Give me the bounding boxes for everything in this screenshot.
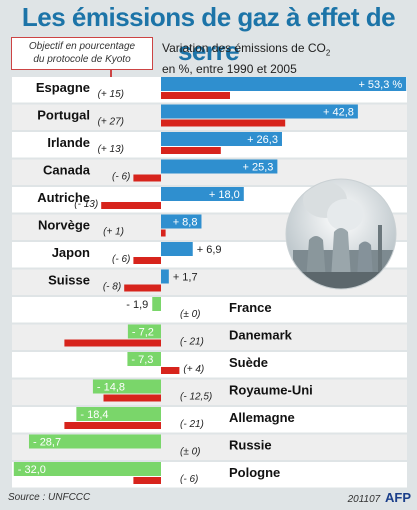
value-label: - 1,9 [126, 299, 148, 311]
objective-legend-line1: Objectif en pourcentage [28, 41, 136, 52]
variation-bar [92, 379, 161, 394]
objective-bar [133, 174, 161, 182]
value-label: + 26,3 [247, 134, 278, 146]
objective-bar [161, 229, 166, 237]
objective-bar [101, 202, 161, 209]
objective-label: (+ 13) [98, 144, 124, 155]
country-label: Suède [229, 355, 268, 370]
country-label: Royaume-Uni [229, 383, 313, 398]
variation-bar [127, 324, 161, 339]
country-label: Pologne [229, 465, 280, 480]
variation-legend-sub: 2 [325, 48, 331, 58]
value-label: + 1,7 [173, 272, 198, 284]
objective-label: (- 21) [180, 337, 204, 348]
objective-label: (+ 1) [103, 227, 124, 238]
value-label: - 7,2 [132, 327, 154, 339]
country-label: Suisse [48, 273, 90, 288]
objective-bar [161, 367, 180, 374]
objective-bar [161, 92, 230, 99]
objective-label: (- 6) [112, 254, 130, 265]
variation-bar [161, 187, 244, 201]
value-label: + 25,3 [242, 162, 273, 174]
variation-bar [127, 352, 161, 366]
country-label: France [229, 300, 272, 315]
objective-label: (± 0) [180, 309, 201, 320]
objective-bar [133, 257, 161, 264]
variation-bar [161, 132, 282, 146]
bars-layer: + 53,3 % Espagne (+ 15) + 42,8 Portugal (+ 27… [13, 77, 407, 485]
variation-legend: Variation des émissions de CO2 en %, ent… [162, 40, 412, 77]
objective-label: (- 6) [112, 172, 130, 183]
variation-bar [161, 77, 407, 91]
value-label: - 32,0 [18, 464, 46, 476]
objective-bar [103, 394, 161, 402]
objective-bar [64, 339, 161, 347]
variation-bar [161, 242, 193, 256]
variation-bar [161, 214, 202, 229]
value-label: + 6,9 [197, 244, 222, 256]
variation-bar [161, 269, 169, 284]
country-label: Russie [229, 438, 272, 453]
country-label: Portugal [37, 108, 90, 123]
country-label: Canada [43, 163, 91, 178]
value-label: + 18,0 [209, 189, 240, 201]
value-label: - 28,7 [33, 437, 61, 449]
objective-label: (- 21) [180, 419, 204, 430]
row-background [12, 352, 407, 378]
variation-legend-line2: en %, entre 1990 et 2005 [162, 62, 297, 77]
credit-date: 201107 [347, 494, 381, 505]
variation-bar [152, 297, 161, 311]
source-note: Source : UNFCCC [8, 492, 91, 503]
objective-label: (+ 15) [98, 89, 124, 100]
objective-legend: Objectif en pourcentage du protocole de … [11, 37, 153, 70]
objective-bar [161, 147, 221, 154]
value-label: - 18,4 [80, 409, 108, 421]
objective-legend-line2: du protocole de Kyoto [33, 54, 131, 65]
value-label: + 8,8 [173, 217, 198, 229]
variation-bar [76, 407, 161, 421]
variation-bar [161, 159, 278, 174]
objective-label: (- 8) [103, 282, 121, 293]
afp-logo: AFP [385, 490, 411, 505]
objective-bar [161, 119, 286, 127]
objective-label: (- 12,5) [180, 392, 212, 403]
objective-bar [133, 477, 161, 484]
row-background [12, 379, 407, 405]
value-label: + 42,8 [323, 107, 354, 119]
factory-illustration [285, 178, 397, 290]
objective-label: (- 6) [180, 474, 198, 485]
objective-label: (- 13) [74, 199, 98, 210]
credit: 201107 AFP [348, 490, 411, 505]
objective-bar [64, 422, 161, 429]
value-label: - 14,8 [97, 382, 125, 394]
objective-label: (+ 27) [98, 117, 124, 128]
objective-bar [124, 284, 161, 292]
objective-label: (± 0) [180, 447, 201, 458]
variation-legend-text: Variation des émissions de CO [162, 41, 326, 55]
country-label: Norvège [38, 218, 90, 233]
row-background [12, 297, 407, 323]
country-label: Autriche [37, 190, 90, 205]
objective-label: (+ 4) [183, 364, 204, 375]
country-label: Danemark [229, 328, 293, 343]
country-label: Espagne [36, 80, 90, 95]
objective-legend-pointer [110, 70, 112, 77]
country-label: Japon [52, 245, 90, 260]
country-label: Irlande [47, 135, 90, 150]
chart-title: Les émissions de gaz à effet de serre [21, 2, 396, 66]
variation-bar [13, 462, 161, 476]
country-label: Allemagne [229, 410, 295, 425]
variation-bar [28, 434, 162, 449]
value-label: - 7,3 [131, 354, 153, 366]
variation-bar [161, 104, 358, 119]
value-label: + 53,3 % [358, 79, 402, 91]
